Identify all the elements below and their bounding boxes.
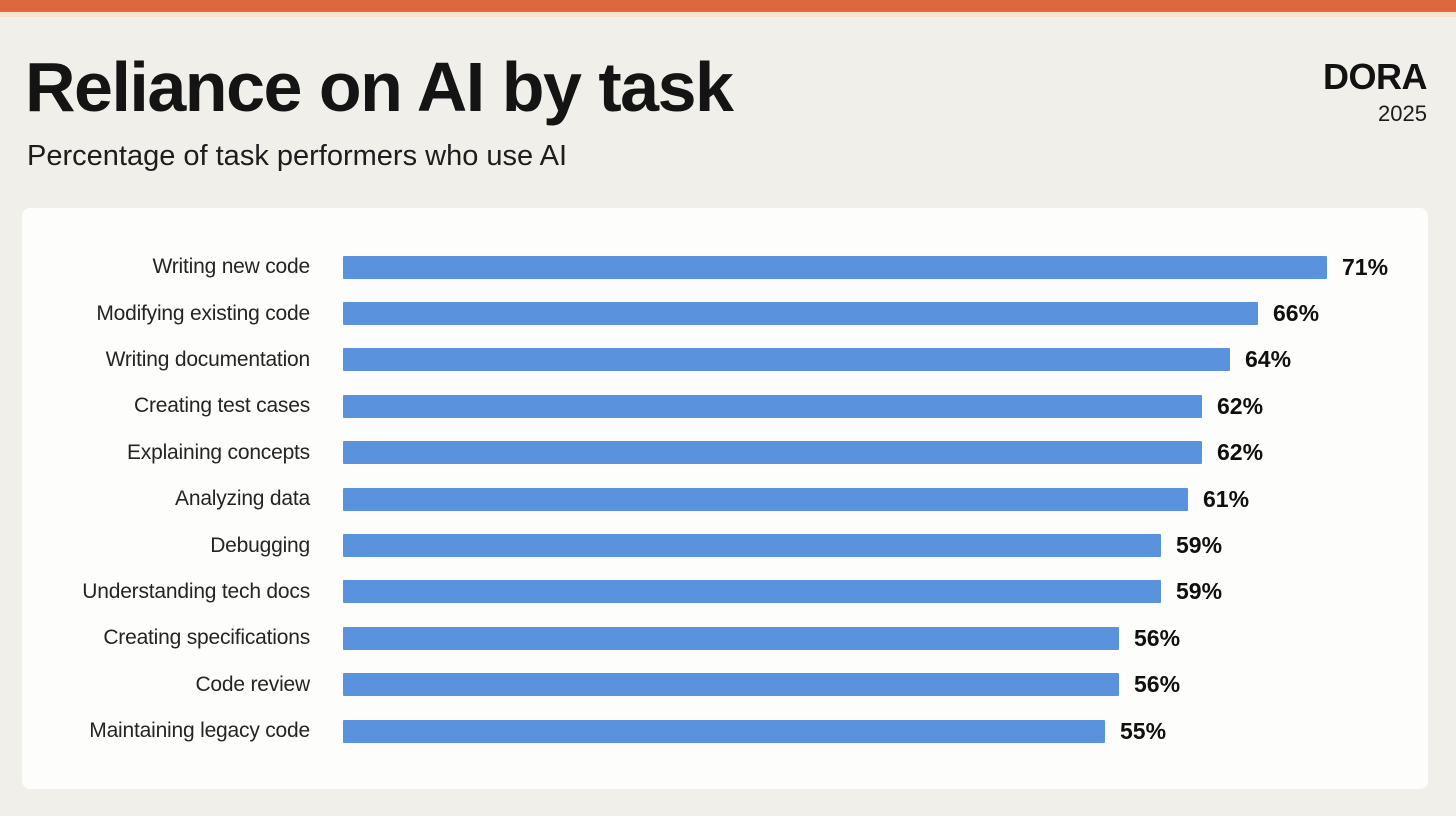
bar-label: Creating specifications (103, 626, 310, 650)
bar-label: Writing new code (152, 255, 311, 279)
top-accent-fade (0, 12, 1456, 17)
bar-value: 62% (1217, 439, 1264, 466)
bar-label: Analyzing data (175, 487, 310, 511)
top-accent-bar (0, 0, 1456, 12)
bar-row: Creating specifications 56% (22, 615, 1428, 661)
bar (343, 719, 1105, 743)
chart-card: Writing new code 71% Modifying existing co… (22, 208, 1428, 789)
bar-label: Debugging (210, 533, 310, 557)
bar (343, 673, 1119, 697)
bar-row: Explaining concepts 62% (22, 430, 1428, 476)
dora-logo: DORA 2025 (1323, 56, 1428, 126)
bar-label: Understanding tech docs (82, 579, 310, 603)
bar-row: Analyzing data 61% (22, 476, 1428, 522)
bar-value: 64% (1245, 346, 1292, 373)
bar-row: Creating test cases 62% (22, 383, 1428, 429)
bar-label: Explaining concepts (127, 440, 310, 464)
dora-logo-year: 2025 (1378, 101, 1427, 126)
bar-label: Modifying existing code (96, 301, 310, 325)
bar-row: Maintaining legacy code 55% (22, 708, 1428, 754)
bar (343, 534, 1161, 558)
bar-value: 56% (1134, 624, 1181, 651)
page-subtitle: Percentage of task performers who use AI (27, 140, 567, 172)
bar-row: Writing new code 71% (22, 244, 1428, 290)
bar (343, 487, 1188, 511)
bar-row: Debugging 59% (22, 522, 1428, 568)
page-title: Reliance on AI by task (25, 48, 734, 126)
bar-label: Writing documentation (105, 347, 311, 371)
bar-label: Creating test cases (134, 394, 310, 418)
bar (343, 441, 1202, 465)
bar (343, 626, 1119, 650)
bar (343, 394, 1202, 418)
bar-row: Code review 56% (22, 662, 1428, 708)
bar (343, 302, 1258, 326)
bar-row: Understanding tech docs 59% (22, 569, 1428, 615)
bar-label: Maintaining legacy code (89, 719, 310, 743)
bar-value: 71% (1342, 253, 1389, 280)
bar-chart: Writing new code 71% Modifying existing co… (22, 244, 1428, 754)
bar (343, 348, 1230, 372)
bar-value: 59% (1176, 578, 1223, 605)
bar-value: 66% (1273, 300, 1320, 327)
bar-value: 55% (1120, 717, 1167, 744)
dora-logo-wordmark: DORA (1323, 56, 1428, 97)
bar (343, 580, 1161, 604)
bar-value: 56% (1134, 671, 1181, 698)
bar-row: Modifying existing code 66% (22, 290, 1428, 336)
bar-value: 62% (1217, 392, 1264, 419)
bar-label: Code review (195, 672, 310, 696)
bar-value: 61% (1203, 485, 1250, 512)
bar (343, 255, 1327, 279)
bar-row: Writing documentation 64% (22, 337, 1428, 383)
bar-value: 59% (1176, 532, 1223, 559)
